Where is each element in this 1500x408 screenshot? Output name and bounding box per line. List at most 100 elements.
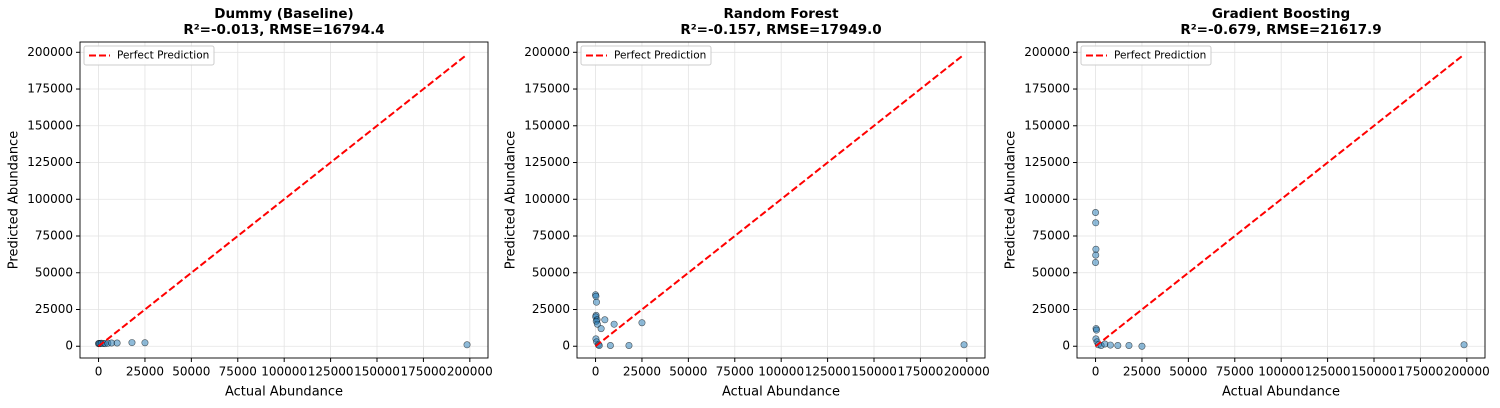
x-tick-label: 25000 xyxy=(1123,365,1161,379)
y-tick-label: 25000 xyxy=(532,302,570,316)
y-tick-label: 25000 xyxy=(1032,302,1070,316)
x-tick-label: 150000 xyxy=(1351,365,1397,379)
point xyxy=(128,339,136,347)
legend-label: Perfect Prediction xyxy=(614,50,706,62)
perfect-line xyxy=(97,53,468,348)
axes-frame xyxy=(79,41,489,359)
point xyxy=(960,341,968,349)
axes-frame xyxy=(1076,41,1486,359)
x-axis-label: Actual Abundance xyxy=(722,385,840,400)
y-tick-label: 50000 xyxy=(532,265,570,279)
x-tick-label: 200000 xyxy=(447,365,493,379)
y-tick-label: 125000 xyxy=(524,155,570,169)
chart-subtitle: R²=-0.013, RMSE=16794.4 xyxy=(183,22,384,38)
chart-title: Gradient Boosting xyxy=(1212,6,1350,22)
point xyxy=(1125,342,1133,350)
x-tick-label: 50000 xyxy=(172,365,210,379)
point xyxy=(592,298,600,306)
perfect-line xyxy=(594,53,965,348)
x-tick-label: 200000 xyxy=(944,365,990,379)
y-axis-label: Predicted Abundance xyxy=(504,131,519,269)
chart-subtitle: R²=-0.157, RMSE=17949.0 xyxy=(680,22,881,38)
panel: Dummy (Baseline)R²=-0.013, RMSE=16794.4 0… xyxy=(7,6,493,400)
x-tick-label: 75000 xyxy=(1216,365,1254,379)
x-tick-label: 175000 xyxy=(401,365,447,379)
x-tick-label: 125000 xyxy=(805,365,851,379)
legend: Perfect Prediction xyxy=(83,45,215,66)
y-tick-label: 175000 xyxy=(27,82,73,96)
legend-box xyxy=(1080,45,1212,66)
legend-box xyxy=(580,45,712,66)
x-tick-label: 175000 xyxy=(898,365,944,379)
y-tick-label: 200000 xyxy=(27,45,73,59)
legend-label: Perfect Prediction xyxy=(117,50,209,62)
x-tick-label: 25000 xyxy=(623,365,661,379)
x-axis-label: Actual Abundance xyxy=(1222,385,1340,400)
x-tick-label: 125000 xyxy=(308,365,354,379)
point xyxy=(1106,341,1114,349)
y-tick-label: 125000 xyxy=(1024,155,1070,169)
y-tick-label: 50000 xyxy=(35,265,73,279)
legend-box xyxy=(83,45,215,66)
point xyxy=(463,341,471,349)
legend: Perfect Prediction xyxy=(1080,45,1212,66)
point xyxy=(1092,251,1100,259)
y-tick-label: 100000 xyxy=(524,192,570,206)
point xyxy=(597,325,605,333)
x-tick-label: 125000 xyxy=(1305,365,1351,379)
x-tick-label: 0 xyxy=(1092,365,1100,379)
y-tick-label: 0 xyxy=(562,339,570,353)
axes-frame xyxy=(576,41,986,359)
point xyxy=(610,320,618,328)
point xyxy=(592,292,600,300)
point xyxy=(1092,219,1100,227)
y-tick-label: 25000 xyxy=(35,302,73,316)
point xyxy=(1092,326,1100,334)
point xyxy=(593,320,601,328)
point xyxy=(1138,342,1146,350)
y-tick-label: 0 xyxy=(65,339,73,353)
y-tick-label: 200000 xyxy=(1024,45,1070,59)
y-tick-label: 50000 xyxy=(1032,265,1070,279)
y-tick-label: 100000 xyxy=(1024,192,1070,206)
y-axis-label: Predicted Abundance xyxy=(1004,131,1019,269)
point xyxy=(1092,258,1100,266)
chart-title: Random Forest xyxy=(723,6,839,22)
x-tick-label: 0 xyxy=(592,365,600,379)
legend: Perfect Prediction xyxy=(580,45,712,66)
y-tick-label: 75000 xyxy=(532,229,570,243)
point xyxy=(1114,342,1122,350)
x-tick-label: 100000 xyxy=(261,365,307,379)
x-tick-label: 200000 xyxy=(1444,365,1490,379)
y-tick-label: 150000 xyxy=(27,118,73,132)
x-tick-label: 75000 xyxy=(716,365,754,379)
y-tick-label: 150000 xyxy=(524,118,570,132)
x-tick-label: 25000 xyxy=(126,365,164,379)
y-tick-label: 125000 xyxy=(27,155,73,169)
x-tick-label: 50000 xyxy=(669,365,707,379)
point xyxy=(1092,208,1100,216)
y-tick-label: 175000 xyxy=(1024,82,1070,96)
point xyxy=(638,319,646,327)
point xyxy=(625,342,633,350)
point xyxy=(1460,341,1468,349)
x-tick-label: 150000 xyxy=(354,365,400,379)
y-tick-label: 150000 xyxy=(1024,118,1070,132)
y-tick-label: 75000 xyxy=(35,229,73,243)
x-tick-label: 100000 xyxy=(1258,365,1304,379)
x-tick-label: 175000 xyxy=(1398,365,1444,379)
point xyxy=(601,316,609,324)
point xyxy=(141,339,149,347)
point xyxy=(606,342,614,350)
y-tick-label: 175000 xyxy=(524,82,570,96)
x-tick-label: 0 xyxy=(95,365,103,379)
chart-title: Dummy (Baseline) xyxy=(214,6,353,22)
point xyxy=(113,339,121,347)
y-tick-label: 100000 xyxy=(27,192,73,206)
point xyxy=(1092,245,1100,253)
legend-label: Perfect Prediction xyxy=(1114,50,1206,62)
x-tick-label: 100000 xyxy=(758,365,804,379)
y-axis-label: Predicted Abundance xyxy=(7,131,22,269)
